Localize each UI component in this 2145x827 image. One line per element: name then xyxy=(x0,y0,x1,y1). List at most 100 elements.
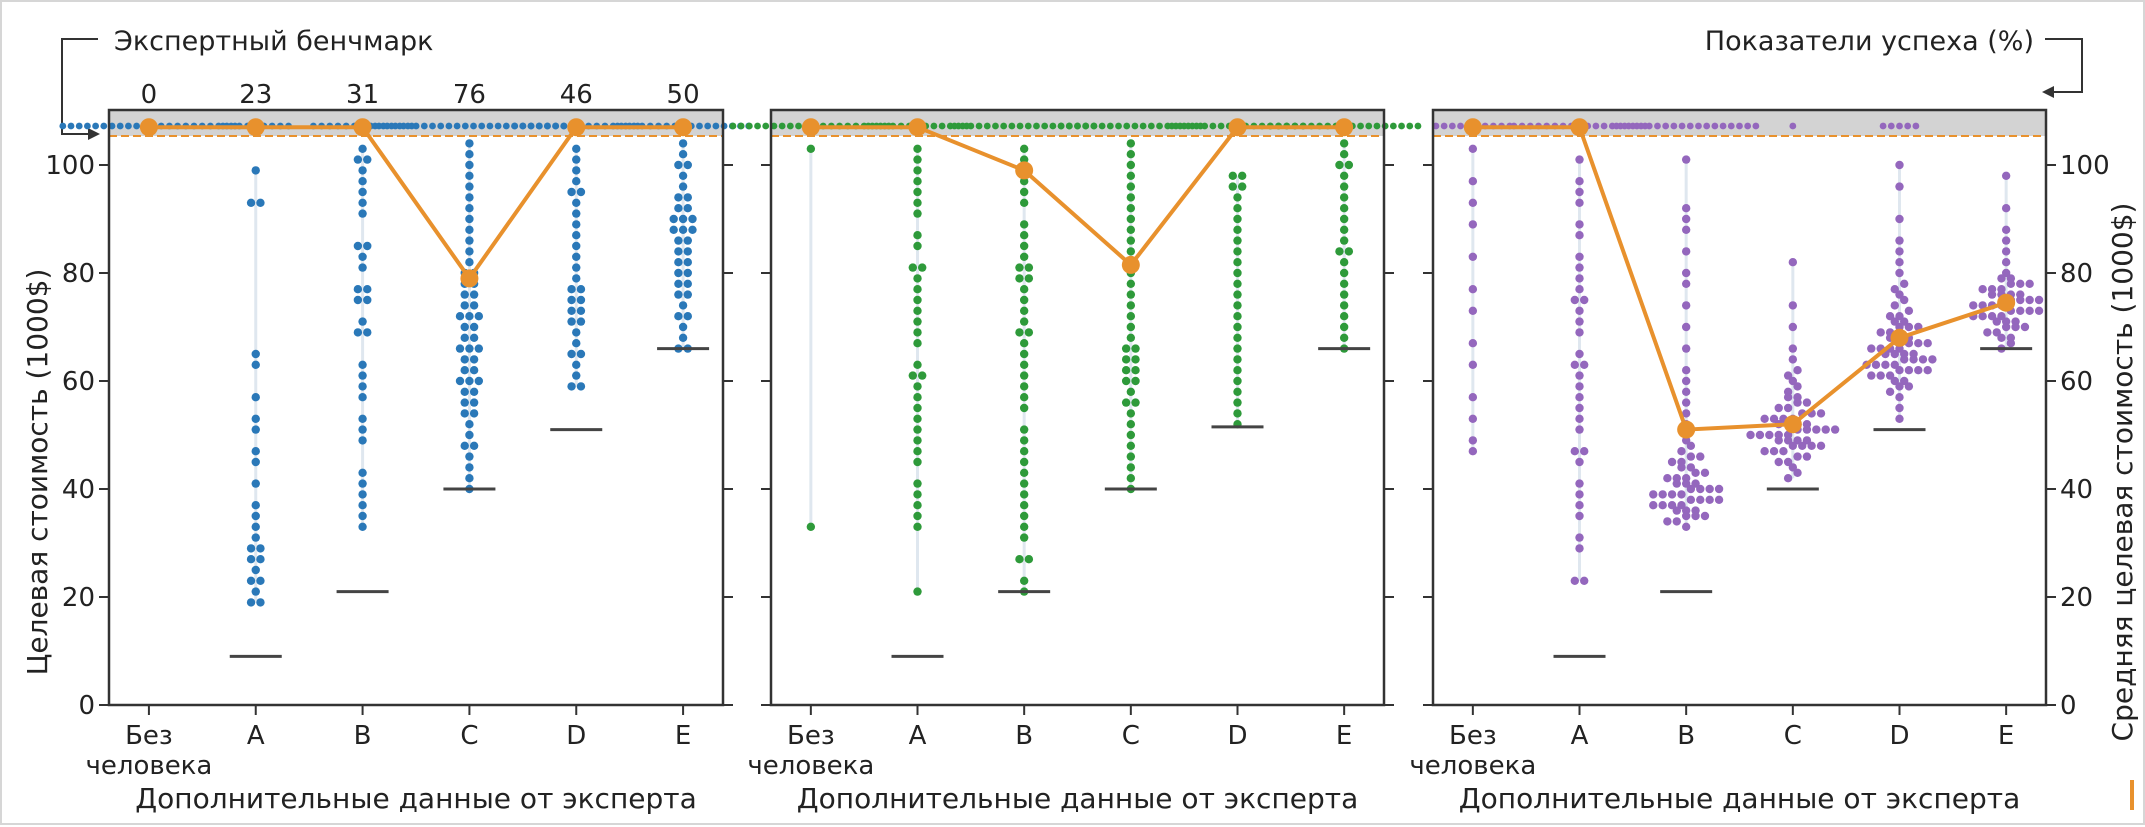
data-point xyxy=(455,376,465,386)
data-point xyxy=(256,544,265,553)
data-point xyxy=(1121,355,1131,364)
data-point xyxy=(1339,139,1349,148)
data-point xyxy=(1019,231,1029,240)
data-point xyxy=(913,587,922,596)
data-point xyxy=(1575,382,1584,391)
success-point xyxy=(704,122,712,130)
data-point xyxy=(465,312,474,321)
data-point xyxy=(1019,144,1029,153)
data-point xyxy=(576,349,586,359)
data-point xyxy=(1019,522,1029,531)
data-point xyxy=(358,198,367,207)
data-point xyxy=(1335,160,1344,170)
data-point xyxy=(1575,414,1584,423)
data-point xyxy=(1233,247,1242,256)
data-point xyxy=(1681,398,1691,407)
data-point xyxy=(358,187,367,197)
data-point xyxy=(1774,436,1783,445)
success-point xyxy=(1373,122,1381,130)
x-axis-title: Дополнительные данные от эксперта xyxy=(135,782,696,815)
data-point xyxy=(913,328,922,337)
data-point xyxy=(1899,279,1909,288)
y-tick-label: 60 xyxy=(62,367,95,397)
data-point xyxy=(1339,290,1349,299)
success-rate-label: 31 xyxy=(346,80,379,110)
data-point xyxy=(1126,236,1136,245)
data-point xyxy=(246,544,256,553)
data-point xyxy=(1686,495,1696,504)
data-point xyxy=(2034,306,2044,315)
data-point xyxy=(358,371,367,380)
data-point xyxy=(363,155,372,164)
data-point xyxy=(908,263,918,272)
data-point xyxy=(913,177,922,186)
data-point xyxy=(1126,279,1136,288)
data-point xyxy=(1019,285,1029,294)
data-point xyxy=(1575,328,1584,337)
data-point xyxy=(1821,425,1830,434)
data-point xyxy=(1700,468,1710,477)
data-point xyxy=(1895,393,1904,402)
data-point xyxy=(678,225,688,234)
data-point xyxy=(1681,155,1691,164)
data-point xyxy=(358,490,367,499)
data-point xyxy=(674,258,683,267)
data-point xyxy=(465,204,474,213)
data-point xyxy=(1019,393,1029,402)
data-point xyxy=(1126,204,1136,213)
data-point xyxy=(674,290,683,299)
data-point xyxy=(913,295,922,305)
data-point xyxy=(460,366,469,375)
data-point xyxy=(1468,285,1478,294)
data-point xyxy=(913,285,922,294)
data-point xyxy=(1024,555,1034,564)
data-point xyxy=(1895,290,1904,299)
success-point xyxy=(1201,122,1209,130)
success-point xyxy=(1678,122,1686,130)
data-point xyxy=(358,144,367,153)
success-point xyxy=(1389,122,1397,130)
data-point xyxy=(918,263,927,272)
data-point xyxy=(358,177,367,186)
data-point xyxy=(674,193,683,202)
data-point xyxy=(1788,301,1798,310)
data-point xyxy=(469,322,479,332)
data-point xyxy=(469,301,479,310)
success-point xyxy=(1896,122,1903,130)
data-point xyxy=(1871,360,1881,369)
data-point xyxy=(1681,301,1691,310)
data-point xyxy=(572,177,581,186)
data-point xyxy=(913,241,922,251)
success-point xyxy=(1024,122,1032,130)
data-point xyxy=(1895,182,1904,191)
data-point xyxy=(1126,474,1136,483)
data-point xyxy=(1895,258,1904,267)
data-point xyxy=(460,355,469,364)
data-point xyxy=(683,258,692,267)
data-point xyxy=(913,425,922,434)
data-point xyxy=(1126,322,1136,332)
data-point xyxy=(1233,387,1242,396)
data-point xyxy=(678,322,688,332)
success-point xyxy=(75,122,83,130)
data-point xyxy=(1923,366,1932,375)
data-point xyxy=(683,204,692,213)
success-point xyxy=(371,122,379,130)
data-point xyxy=(683,312,692,321)
data-point xyxy=(913,198,922,207)
data-point xyxy=(1339,236,1349,245)
data-point xyxy=(1233,214,1242,224)
data-point xyxy=(1468,393,1478,402)
data-point xyxy=(683,236,692,245)
data-point xyxy=(1019,490,1029,499)
success-point xyxy=(1033,122,1040,130)
data-point xyxy=(1575,220,1584,229)
mean-marker xyxy=(1997,293,2016,312)
data-point xyxy=(2001,236,2011,245)
data-point xyxy=(1677,463,1686,472)
success-point xyxy=(975,122,983,130)
data-point xyxy=(1997,312,2006,321)
data-point xyxy=(1339,279,1349,288)
data-point xyxy=(465,236,474,245)
